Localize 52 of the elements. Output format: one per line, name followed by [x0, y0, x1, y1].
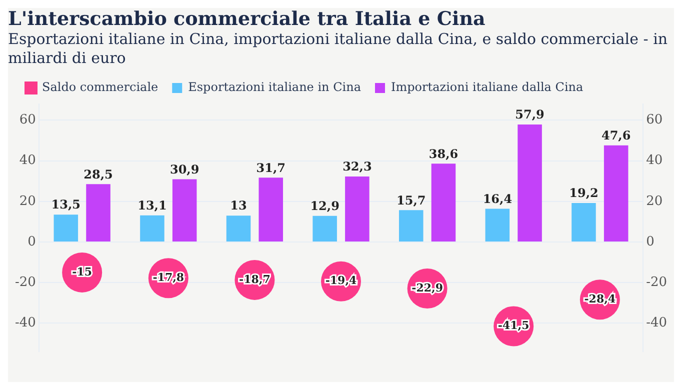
bar [172, 179, 197, 242]
data-label: 30,9 [170, 162, 200, 176]
data-label: 12,9 [310, 198, 340, 213]
y-tick-label: 40 [19, 153, 36, 168]
data-label: 32,3 [342, 160, 372, 174]
chart-title: L'interscambio commerciale tra Italia e Cina [8, 8, 486, 30]
data-label: -15 [72, 265, 92, 278]
data-label: -41,5 [498, 319, 530, 332]
bar [140, 215, 164, 242]
bar [431, 164, 456, 242]
bar [398, 210, 424, 242]
data-label: 19,2 [569, 186, 598, 200]
y2-tick-label: 60 [646, 112, 663, 128]
data-label: 38,6 [428, 146, 458, 161]
bar [86, 184, 110, 242]
bar [54, 214, 78, 242]
data-label: 47,6 [601, 128, 631, 143]
bar [312, 216, 337, 242]
legend-label: Importazioni italiane dalla Cina [391, 80, 584, 94]
data-label: 13,1 [138, 198, 167, 213]
y2-tick-label: -20 [646, 274, 668, 290]
y2-tick-label: 20 [646, 194, 663, 209]
legend-label: Saldo commerciale [42, 80, 158, 94]
data-label: -19,4 [325, 274, 358, 288]
y2-tick-label: 0 [646, 234, 654, 250]
data-label: 13,5 [51, 198, 81, 212]
y-tick-label: -40 [14, 316, 36, 331]
data-label: 31,7 [256, 160, 286, 175]
bar [572, 203, 596, 242]
y-tick-label: 20 [19, 194, 36, 209]
data-label: 13 [230, 198, 247, 213]
legend-label: Esportazioni italiane in Cina [188, 80, 361, 94]
bar [604, 145, 628, 242]
data-label: 16,4 [482, 192, 512, 206]
chart-subtitle: Esportazioni italiane in Cina, importazioni italiane dalla Cina, e saldo commerciale - in miliardi di euro [8, 30, 669, 68]
bar [345, 176, 370, 242]
data-label: 57,9 [515, 108, 544, 122]
data-label: 15,7 [396, 193, 426, 208]
y-tick-label: 60 [19, 112, 36, 128]
data-label: 28,5 [84, 167, 113, 182]
data-label: -17,8 [152, 270, 184, 284]
bar [485, 208, 510, 242]
y2-tick-label: -40 [646, 316, 668, 331]
data-label: -22,9 [412, 281, 443, 294]
y2-tick-label: 40 [646, 153, 663, 168]
data-label: -28,4 [584, 292, 616, 306]
y-tick-label: 0 [28, 234, 36, 250]
bar [258, 178, 284, 242]
bar [518, 124, 542, 242]
bar [226, 216, 251, 242]
y-tick-label: -20 [14, 274, 36, 290]
data-label: -18,7 [239, 272, 270, 286]
